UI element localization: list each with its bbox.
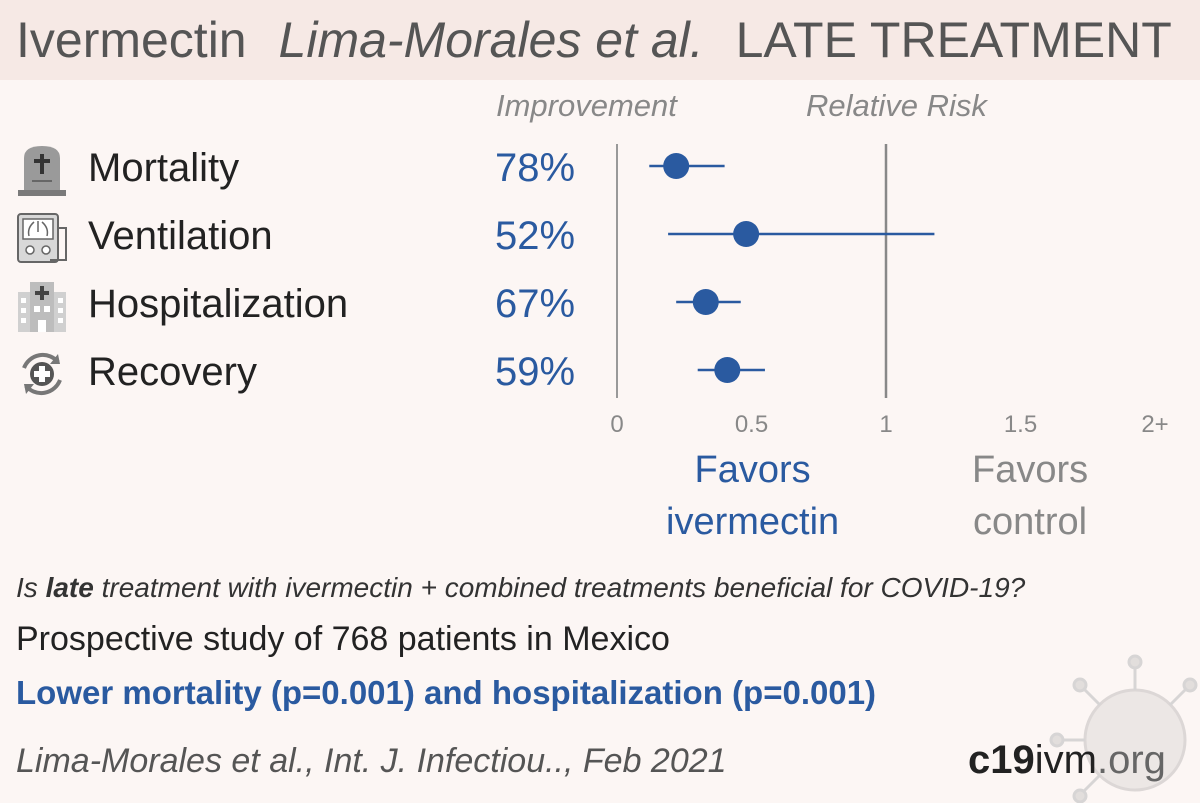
point-recovery <box>714 357 741 383</box>
site-link[interactable]: c19ivm.org <box>968 738 1166 783</box>
ventilator-icon <box>17 213 67 263</box>
favors-ivermectin-line1: Favors <box>694 449 811 491</box>
outcome-label: Hospitalization <box>88 282 349 326</box>
favors-ivermectin: Favors ivermectin <box>666 444 839 548</box>
outcome-label: Ventilation <box>88 214 273 258</box>
improvement-value: 52% <box>495 214 576 258</box>
citation: Lima-Morales et al., Int. J. Infectiou..… <box>16 742 727 780</box>
x-tick-label: 0 <box>610 411 623 438</box>
x-tick-label: 0.5 <box>735 411 768 438</box>
outcome-row-mortality: Mortality 78% <box>0 138 600 198</box>
site-bold: c19 <box>968 738 1035 782</box>
page-title: Ivermectin Lima-Morales et al. LATE TREA… <box>16 10 1190 70</box>
question-post: treatment with ivermectin + combined tre… <box>93 572 1026 603</box>
tombstone-icon <box>18 146 66 196</box>
outcome-label: Mortality <box>88 146 240 190</box>
site-tld: .org <box>1096 738 1166 782</box>
treatment-stage: LATE TREATMENT <box>735 12 1172 68</box>
outcome-label: Recovery <box>88 350 257 394</box>
study-description: Prospective study of 768 patients in Mex… <box>16 620 670 658</box>
recovery-icon <box>22 352 62 396</box>
question-pre: Is <box>16 572 46 603</box>
hospital-icon <box>18 282 66 332</box>
improvement-value: 78% <box>495 146 576 190</box>
question-bold: late <box>45 572 94 603</box>
improvement-header: Improvement <box>496 88 677 123</box>
relative-risk-header: Relative Risk <box>806 88 987 123</box>
favors-ivermectin-line2: ivermectin <box>666 501 840 543</box>
point-ventilation <box>733 221 760 247</box>
x-tick-label: 1.5 <box>1004 411 1037 438</box>
study-conclusion: Lower mortality (p=0.001) and hospitaliz… <box>16 674 877 711</box>
study-question: Is late treatment with ivermectin + comb… <box>16 572 1025 604</box>
title-bar <box>0 0 1200 80</box>
outcome-row-ventilation: Ventilation 52% <box>0 206 600 266</box>
drug-name: Ivermectin <box>16 12 247 68</box>
study-name: Lima-Morales et al. <box>278 12 704 68</box>
forest-plot: 0 0.5 1 1.5 2+ <box>610 144 1169 438</box>
improvement-value: 67% <box>495 282 576 326</box>
favors-control: Favors control <box>972 444 1088 548</box>
outcome-row-recovery: Recovery 59% <box>0 342 600 402</box>
x-tick-label: 2+ <box>1141 411 1168 438</box>
x-tick-label: 1 <box>879 411 892 438</box>
favors-control-line2: control <box>973 501 1088 543</box>
outcome-row-hospitalization: Hospitalization 67% <box>0 274 600 334</box>
site-mid: ivm <box>1034 738 1097 782</box>
virus-watermark-icon <box>1049 654 1198 803</box>
point-hospitalization <box>692 289 719 315</box>
improvement-value: 59% <box>495 350 576 394</box>
point-mortality <box>663 153 690 179</box>
favors-control-line1: Favors <box>972 449 1089 491</box>
